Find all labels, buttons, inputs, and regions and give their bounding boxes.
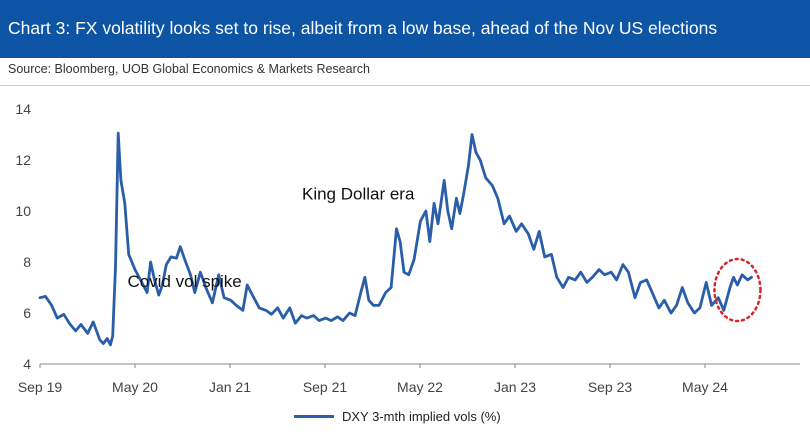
legend-swatch	[294, 415, 334, 418]
chart-header: Chart 3: FX volatility looks set to rise…	[0, 0, 810, 58]
header-divider	[0, 85, 810, 86]
highlight-circle	[713, 257, 762, 323]
y-tick-label: 14	[15, 101, 31, 117]
x-tick-label: May 20	[112, 379, 158, 395]
x-tick-label: May 22	[397, 379, 443, 395]
y-tick-label: 10	[15, 203, 31, 219]
x-tick-label: Jan 23	[494, 379, 536, 395]
x-tick-label: Sep 23	[588, 379, 633, 395]
x-axis: Sep 19 May 20 Jan 21 Sep 21 May 22 Jan 23 Sep …	[18, 363, 800, 395]
y-tick-label: 8	[23, 254, 31, 270]
y-tick-label: 12	[15, 152, 31, 168]
x-tick-label: Sep 19	[18, 379, 63, 395]
x-tick-label: Sep 21	[303, 379, 348, 395]
y-tick-label: 6	[23, 305, 31, 321]
y-axis: 4 6 8 10 12 14	[15, 101, 31, 372]
y-tick-label: 4	[23, 356, 31, 372]
source-note: Source: Bloomberg, UOB Global Economics …	[8, 62, 370, 76]
series-line-dxy-implied-vols	[38, 131, 753, 347]
legend: DXY 3-mth implied vols (%)	[294, 409, 501, 424]
annotation-king-dollar-era: King Dollar era	[302, 185, 415, 204]
annotation-covid-vol-spike: Covid vol spike	[127, 272, 241, 291]
x-tick-label: May 24	[682, 379, 728, 395]
legend-label: DXY 3-mth implied vols (%)	[342, 409, 501, 424]
x-tick-label: Jan 21	[209, 379, 251, 395]
chart-title: Chart 3: FX volatility looks set to rise…	[8, 18, 718, 38]
